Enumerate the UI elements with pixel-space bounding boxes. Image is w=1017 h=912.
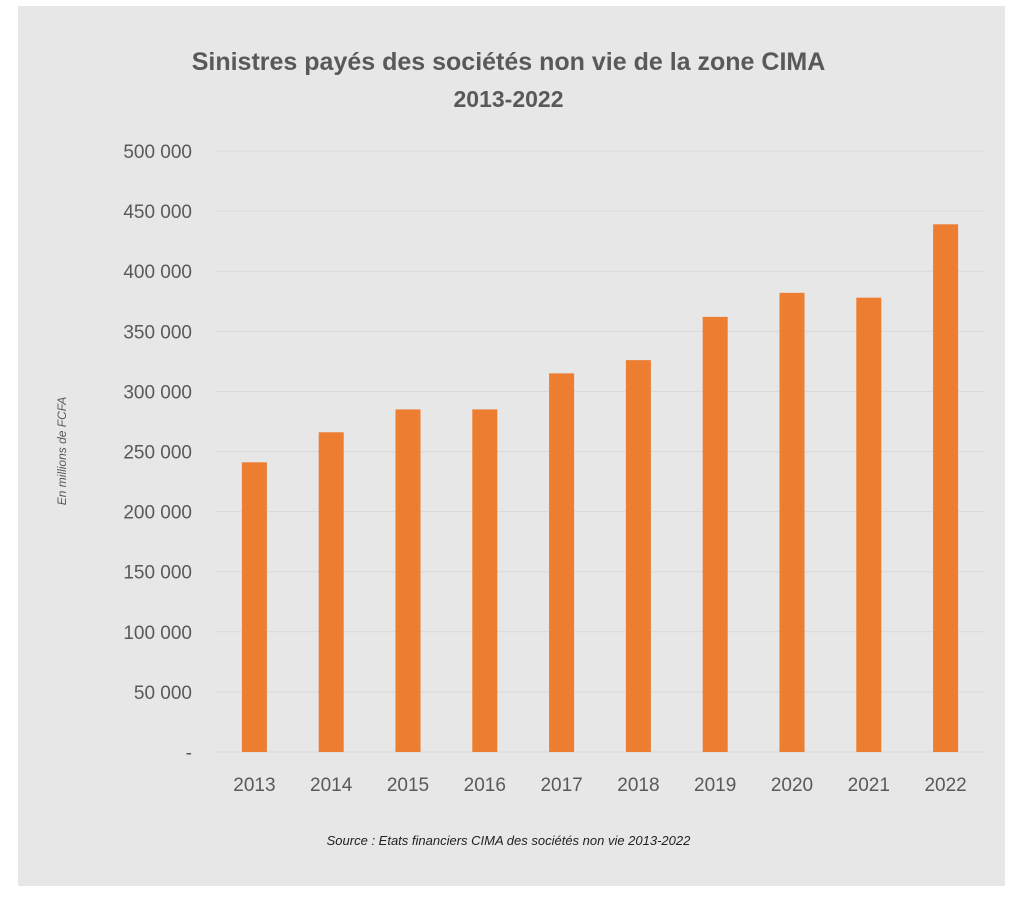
y-tick-label: 300 000 [123,382,192,403]
y-tick-label: 500 000 [123,142,192,163]
x-tick-label: 2015 [387,775,429,796]
y-tick-label: 400 000 [123,262,192,283]
y-tick-label: 450 000 [123,202,192,223]
bar-2016 [472,409,498,752]
bar-2015 [395,409,421,752]
x-tick-label: 2013 [233,775,275,796]
bar-2021 [856,297,882,752]
x-tick-label: 2016 [464,775,506,796]
bars [241,224,959,752]
x-tick-label: 2020 [771,775,813,796]
x-tick-label: 2017 [540,775,582,796]
bar-2014 [318,432,344,752]
x-tick-label: 2022 [924,775,966,796]
source-note: Source : Etats financiers CIMA des socié… [326,833,691,848]
bar-2019 [702,316,728,752]
x-tick-label: 2018 [617,775,659,796]
bar-2018 [625,360,651,752]
y-tick-label: 350 000 [123,322,192,343]
bar-2013 [241,462,267,752]
x-axis-tick-labels: 2013 2014 2015 2016 2017 2018 2019 2020 2021 2022 [233,775,966,796]
y-tick-label: - [186,743,192,764]
bar-2017 [549,373,575,752]
bar-2020 [779,292,805,752]
x-tick-label: 2021 [848,775,890,796]
gridlines [216,150,984,753]
chart-title: Sinistres payés des sociétés non vie de … [191,48,826,76]
chart-subtitle: 2013-2022 [453,86,564,112]
y-tick-label: 150 000 [123,563,192,584]
x-tick-label: 2019 [694,775,736,796]
x-tick-label: 2014 [310,775,353,796]
chart-background [18,6,1005,886]
y-tick-label: 50 000 [134,683,192,704]
y-axis-tick-labels: - 50 000 100 000 150 000 200 000 250 000 300 0… [123,142,192,764]
y-tick-label: 200 000 [123,503,192,524]
y-tick-label: 100 000 [123,623,192,644]
y-axis-label: En millions de FCFA [55,397,69,505]
bar-2022 [933,224,959,752]
y-tick-label: 250 000 [123,443,192,464]
